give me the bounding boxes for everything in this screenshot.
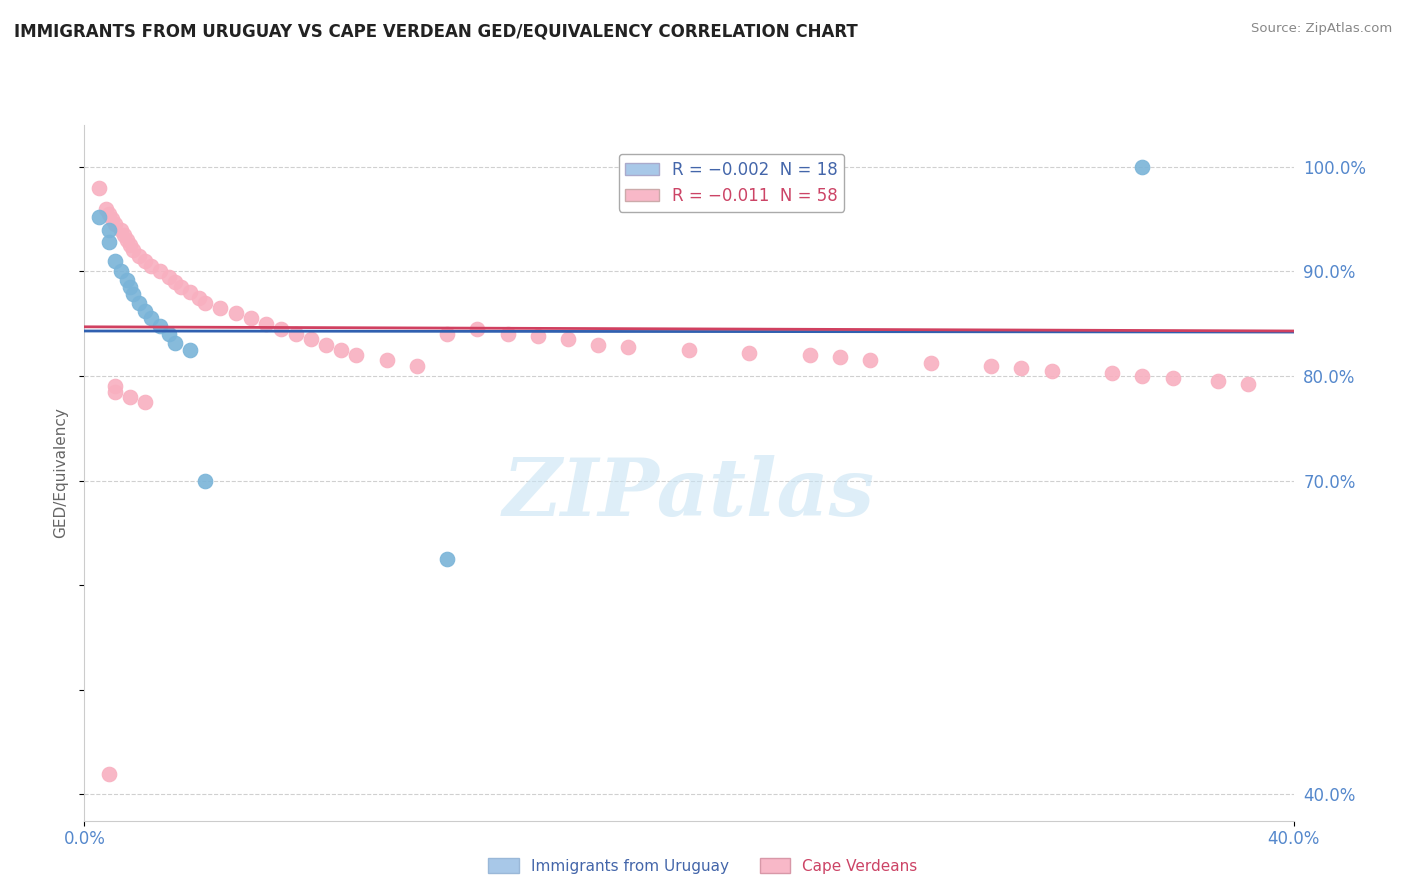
- Point: [157, 269, 180, 284]
- Point: [1237, 377, 1260, 392]
- Point: [1040, 364, 1063, 378]
- Text: ZIPatlas: ZIPatlas: [503, 455, 875, 533]
- Point: [315, 337, 337, 351]
- Point: [738, 346, 761, 360]
- Point: [97, 222, 120, 236]
- Point: [118, 280, 141, 294]
- Point: [121, 287, 143, 301]
- Point: [1130, 160, 1153, 174]
- Point: [285, 327, 308, 342]
- Point: [104, 217, 127, 231]
- Point: [179, 285, 201, 300]
- Point: [406, 359, 429, 373]
- Point: [1161, 371, 1184, 385]
- Point: [139, 311, 162, 326]
- Point: [94, 202, 117, 216]
- Point: [527, 329, 550, 343]
- Point: [139, 259, 162, 273]
- Point: [134, 395, 156, 409]
- Point: [157, 327, 180, 342]
- Point: [617, 340, 640, 354]
- Point: [920, 356, 942, 370]
- Point: [980, 359, 1002, 373]
- Point: [134, 304, 156, 318]
- Point: [225, 306, 247, 320]
- Point: [830, 350, 852, 364]
- Point: [436, 552, 458, 566]
- Y-axis label: GED/Equivalency: GED/Equivalency: [53, 408, 69, 538]
- Legend: R = −0.002  N = 18, R = −0.011  N = 58: R = −0.002 N = 18, R = −0.011 N = 58: [619, 154, 845, 211]
- Point: [118, 390, 141, 404]
- Point: [170, 280, 193, 294]
- Point: [97, 207, 120, 221]
- Point: [104, 253, 127, 268]
- Point: [188, 291, 211, 305]
- Point: [194, 474, 217, 488]
- Point: [588, 337, 610, 351]
- Point: [678, 343, 700, 357]
- Point: [557, 332, 579, 346]
- Point: [110, 264, 132, 278]
- Point: [149, 264, 172, 278]
- Point: [194, 295, 217, 310]
- Point: [496, 327, 519, 342]
- Point: [110, 222, 132, 236]
- Point: [100, 212, 122, 227]
- Point: [330, 343, 353, 357]
- Point: [375, 353, 398, 368]
- Point: [1011, 360, 1033, 375]
- Legend: Immigrants from Uruguay, Cape Verdeans: Immigrants from Uruguay, Cape Verdeans: [482, 852, 924, 880]
- Point: [89, 210, 111, 224]
- Point: [270, 322, 292, 336]
- Point: [436, 327, 458, 342]
- Point: [859, 353, 882, 368]
- Point: [97, 235, 120, 249]
- Point: [165, 335, 187, 350]
- Point: [299, 332, 322, 346]
- Point: [799, 348, 821, 362]
- Point: [254, 317, 277, 331]
- Text: IMMIGRANTS FROM URUGUAY VS CAPE VERDEAN GED/EQUIVALENCY CORRELATION CHART: IMMIGRANTS FROM URUGUAY VS CAPE VERDEAN …: [14, 22, 858, 40]
- Point: [128, 249, 150, 263]
- Point: [121, 244, 143, 258]
- Point: [1206, 374, 1229, 388]
- Point: [112, 227, 135, 242]
- Point: [134, 253, 156, 268]
- Point: [97, 766, 120, 780]
- Point: [1101, 366, 1123, 380]
- Point: [346, 348, 368, 362]
- Point: [239, 311, 262, 326]
- Point: [104, 379, 127, 393]
- Point: [209, 301, 232, 315]
- Point: [89, 180, 111, 194]
- Point: [1130, 369, 1153, 384]
- Point: [104, 384, 127, 399]
- Point: [179, 343, 201, 357]
- Point: [115, 233, 138, 247]
- Point: [115, 273, 138, 287]
- Point: [128, 295, 150, 310]
- Point: [118, 238, 141, 252]
- Text: Source: ZipAtlas.com: Source: ZipAtlas.com: [1251, 22, 1392, 36]
- Point: [149, 318, 172, 333]
- Point: [467, 322, 489, 336]
- Point: [165, 275, 187, 289]
